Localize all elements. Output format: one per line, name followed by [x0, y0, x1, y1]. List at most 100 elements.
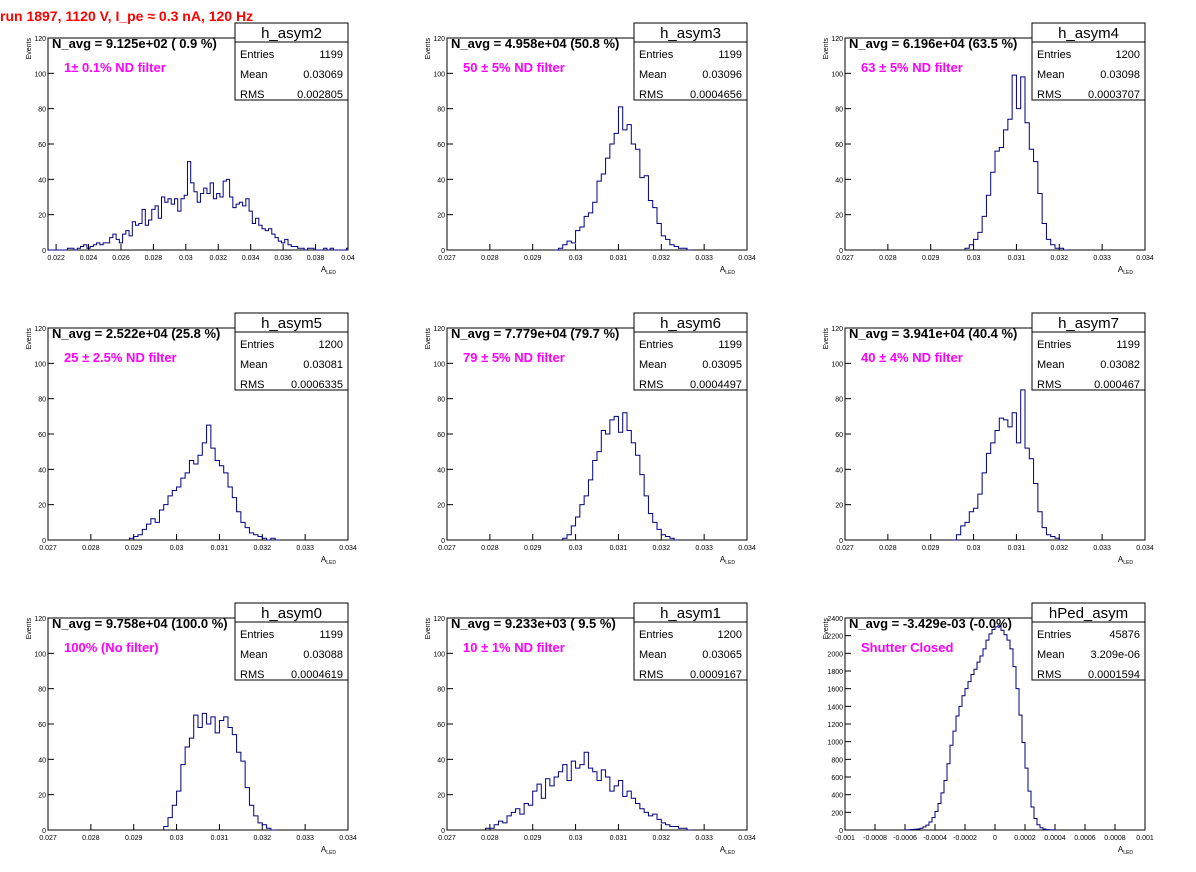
x-tick-label: 0.027	[836, 255, 854, 262]
x-tick-label: 0.029	[524, 835, 542, 842]
x-tick-label: 0.031	[1008, 545, 1026, 552]
x-tick-label: 0.022	[47, 255, 65, 262]
x-tick-label: 0.027	[39, 545, 57, 552]
stats-value: 0.03082	[1100, 359, 1140, 371]
x-tick-label: 0.033	[296, 545, 314, 552]
x-tick-label: 0.034	[1136, 545, 1154, 552]
stats-value: 0.0004497	[690, 379, 742, 391]
stats-label: Entries	[240, 629, 275, 641]
x-tick-label: 0.027	[39, 835, 57, 842]
filter-label: 50 ± 5% ND filter	[463, 60, 565, 75]
y-axis-label: Events	[823, 328, 830, 350]
x-tick-label: 0.034	[339, 545, 357, 552]
filter-label: 79 ± 5% ND filter	[463, 350, 565, 365]
stats-value: 0.002805	[297, 89, 343, 101]
histogram-name: h_asym5	[261, 315, 322, 332]
stats-value: 1199	[718, 49, 742, 61]
histogram-name: h_asym4	[1058, 25, 1119, 42]
y-tick-label: 40	[38, 757, 46, 764]
x-tick-label: 0.031	[211, 835, 229, 842]
y-tick-label: 80	[835, 397, 843, 404]
x-tick-label: 0.031	[1008, 255, 1026, 262]
x-tick-label: 0.033	[296, 835, 314, 842]
y-tick-label: 20	[38, 793, 46, 800]
y-axis-label: Events	[425, 38, 432, 60]
y-tick-label: 0	[42, 248, 46, 255]
avg-label: N_avg = 6.196e+04 (63.5 %)	[849, 36, 1017, 51]
x-tick-label: 0.0004	[1044, 835, 1066, 842]
stats-value: 1199	[319, 629, 343, 641]
stats-box	[1031, 22, 1146, 101]
histogram-name: h_asym0	[261, 605, 322, 622]
y-axis-label: Events	[823, 618, 830, 640]
stats-value: 3.209e-06	[1090, 649, 1140, 661]
y-tick-label: 80	[437, 687, 445, 694]
x-axis-label: ALED	[321, 845, 336, 856]
histogram-hPed_asym: 0 200 400 600 800 1000 1200 1400 1600 1800 2000 220…	[823, 602, 1154, 856]
y-tick-label: 60	[835, 142, 843, 149]
y-tick-label: 20	[38, 213, 46, 220]
x-tick-label: 0.032	[254, 835, 272, 842]
y-tick-label: 40	[437, 467, 445, 474]
filter-label: 1± 0.1% ND filter	[64, 60, 166, 75]
x-tick-label: 0.03	[569, 545, 583, 552]
x-tick-label: 0.028	[145, 255, 163, 262]
x-axis-label: ALED	[321, 265, 336, 276]
stats-label: RMS	[1037, 669, 1061, 681]
stats-label: Entries	[639, 339, 674, 351]
stats-label: Entries	[1037, 339, 1072, 351]
y-tick-label: 2000	[827, 651, 843, 658]
histogram-name: h_asym7	[1058, 315, 1119, 332]
y-tick-label: 0	[441, 828, 445, 835]
stats-label: RMS	[639, 379, 663, 391]
y-tick-label: 80	[38, 397, 46, 404]
histogram-h_asym6: 0 20 40 60 80 100 120 0.027 0.028 0.029 0.03 0.031 0…	[425, 312, 756, 566]
stats-value: 0.03069	[303, 69, 343, 81]
stats-value: 0.0009167	[690, 669, 742, 681]
y-tick-label: 1600	[827, 687, 843, 694]
histogram-name: h_asym1	[660, 605, 721, 622]
stats-value: 1200	[1116, 49, 1140, 61]
x-tick-label: 0.033	[695, 255, 713, 262]
x-tick-label: 0.024	[80, 255, 98, 262]
stats-value: 1200	[718, 629, 742, 641]
y-tick-label: 2200	[827, 634, 843, 641]
y-tick-label: 80	[835, 107, 843, 114]
x-tick-label: 0.027	[836, 545, 854, 552]
y-axis-label: Events	[425, 618, 432, 640]
x-tick-label: 0.03	[967, 545, 981, 552]
x-tick-label: 0.031	[610, 255, 628, 262]
x-tick-label: -0.0008	[863, 835, 887, 842]
y-tick-label: 100	[433, 651, 445, 658]
x-axis-label: ALED	[1118, 265, 1133, 276]
x-axis-label: ALED	[1118, 555, 1133, 566]
x-tick-label: 0.031	[211, 545, 229, 552]
stats-label: Mean	[1037, 69, 1065, 81]
histogram-steps	[128, 424, 280, 541]
y-tick-label: 60	[437, 432, 445, 439]
x-axis-label: ALED	[720, 555, 735, 566]
x-tick-label: 0.028	[82, 835, 100, 842]
stats-label: RMS	[1037, 379, 1061, 391]
histogram-h_asym3: 0 20 40 60 80 100 120 0.027 0.028 0.029 0.03 0.031 0…	[425, 22, 756, 276]
y-tick-label: 40	[835, 177, 843, 184]
x-tick-label: 0.029	[524, 255, 542, 262]
histogram-steps	[485, 751, 692, 831]
filter-label: 10 ± 1% ND filter	[463, 640, 565, 655]
stats-value: 1199	[319, 49, 343, 61]
y-tick-label: 120	[831, 326, 843, 333]
filter-label: 63 ± 5% ND filter	[861, 60, 963, 75]
histogram-name: hPed_asym	[1049, 605, 1128, 622]
x-tick-label: 0.027	[438, 255, 456, 262]
y-tick-label: 1000	[827, 740, 843, 747]
y-tick-label: 200	[831, 810, 843, 817]
x-tick-label: -0.001	[835, 835, 855, 842]
x-tick-label: 0.034	[339, 835, 357, 842]
y-tick-label: 80	[437, 107, 445, 114]
x-tick-label: 0.036	[274, 255, 292, 262]
avg-label: N_avg = 2.522e+04 (25.8 %)	[52, 326, 220, 341]
y-tick-label: 600	[831, 775, 843, 782]
stats-value: 1199	[718, 339, 742, 351]
stats-label: Mean	[240, 69, 268, 81]
